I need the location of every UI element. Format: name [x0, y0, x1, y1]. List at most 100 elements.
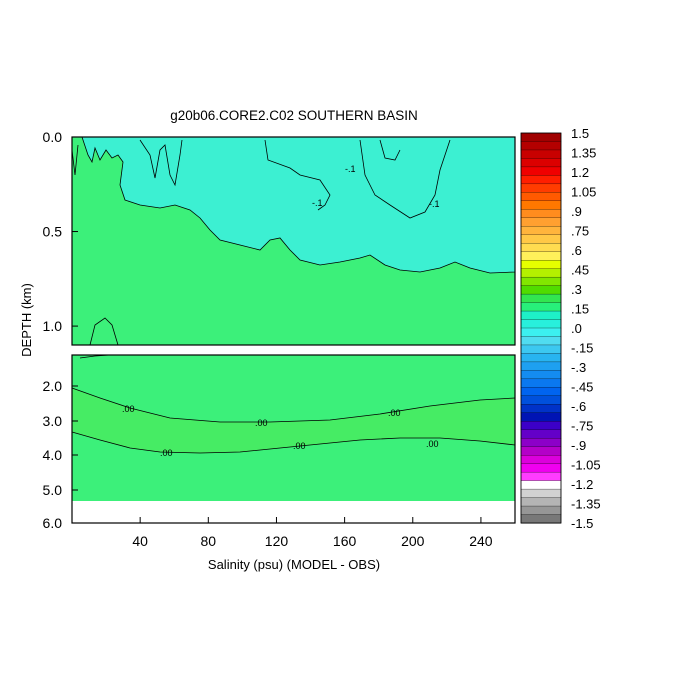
top-panel-contour-2 — [264, 139, 331, 211]
top-contour-label-1: -.1 — [345, 164, 356, 174]
colorbar-swatch — [520, 302, 562, 312]
colorbar-label: 1.05 — [571, 185, 596, 200]
bottom-contour-label-3: .00 — [388, 408, 401, 418]
colorbar-swatch — [520, 446, 562, 456]
colorbar-swatch — [520, 141, 562, 151]
colorbar-label: -.15 — [571, 341, 593, 356]
top-panel-contour-1 — [139, 139, 183, 187]
colorbar-swatch — [520, 387, 562, 397]
colorbar-label: -1.2 — [571, 477, 593, 492]
colorbar-label: .9 — [571, 204, 582, 219]
colorbar-frame — [520, 132, 562, 524]
colorbar-swatch — [520, 412, 562, 422]
colorbar-label: 1.2 — [571, 165, 589, 180]
y-tick-label: 0.5 — [43, 224, 63, 240]
colorbar-swatch — [520, 505, 562, 516]
y-tick-label: 1.0 — [43, 318, 63, 334]
colorbar-label: -.75 — [571, 419, 593, 434]
colorbar-label: .75 — [571, 224, 589, 239]
bottom-panel: .00 .00 .00 .00 .00 .00 — [71, 354, 516, 524]
colorbar-swatch — [520, 429, 562, 439]
colorbar-label: 1.5 — [571, 126, 589, 141]
colorbar-label: -1.35 — [571, 497, 601, 512]
colorbar-swatch — [520, 480, 562, 490]
bottom-panel-nodata — [72, 501, 515, 523]
colorbar-swatch — [520, 438, 562, 448]
top-panel-frame — [71, 136, 516, 346]
top-panel-contour-5 — [71, 144, 79, 176]
colorbar-label: 1.35 — [571, 146, 596, 161]
x-tick-label: 40 — [132, 533, 148, 549]
colorbar-swatch — [520, 455, 562, 465]
top-panel-contour-3 — [359, 139, 451, 219]
chart-title: g20b06.CORE2.C02 SOUTHERN BASIN — [170, 108, 418, 123]
colorbar-swatch — [520, 370, 562, 380]
y-axis-label: DEPTH (km) — [19, 283, 34, 357]
colorbar-label: .0 — [571, 321, 582, 336]
colorbar-swatch — [520, 293, 562, 304]
colorbar-swatch — [520, 421, 562, 431]
colorbar-swatch — [520, 395, 562, 405]
top-contour-label-3: -.1 — [429, 199, 440, 209]
bottom-contour-label-2: .00 — [255, 418, 268, 428]
top-contour-label-2: -.1 — [312, 198, 323, 208]
colorbar-swatch — [520, 344, 562, 354]
top-panel-contour-6 — [89, 317, 119, 346]
colorbar-swatch — [520, 514, 562, 524]
colorbar-swatch — [520, 260, 562, 270]
colorbar-swatch — [520, 285, 562, 295]
colorbar-swatch — [520, 471, 562, 482]
colorbar-swatch — [520, 217, 562, 227]
colorbar-swatch — [520, 234, 562, 244]
x-tick-label: 200 — [401, 533, 425, 549]
colorbar-label: .6 — [571, 243, 582, 258]
bottom-panel-upper-contour — [71, 387, 516, 423]
y-tick-label: 5.0 — [43, 482, 63, 498]
colorbar-swatch — [520, 183, 562, 193]
colorbar-swatch — [520, 209, 562, 219]
colorbar-label: -1.05 — [571, 458, 601, 473]
colorbar-swatch — [520, 166, 562, 176]
colorbar-label: -1.5 — [571, 516, 593, 531]
colorbar-swatch — [520, 243, 562, 253]
bottom-contour-label-5: .00 — [293, 441, 306, 451]
bottom-contour-label-6: .00 — [426, 439, 439, 449]
top-panel-contour-4 — [379, 139, 401, 161]
colorbar-label: -.9 — [571, 438, 586, 453]
colorbar-swatch — [520, 251, 562, 261]
colorbar-swatch — [520, 192, 562, 202]
colorbar-swatch — [520, 353, 562, 363]
y-tick-label: 6.0 — [43, 515, 63, 531]
colorbar-swatch — [520, 175, 562, 185]
colorbar-swatch — [520, 158, 562, 168]
colorbar-swatch — [520, 497, 562, 507]
y-tick-label: 0.0 — [43, 129, 63, 145]
colorbar-label: -.45 — [571, 380, 593, 395]
top-panel-negative-region — [81, 136, 516, 274]
colorbar-swatch — [520, 276, 562, 287]
x-tick-label: 160 — [333, 533, 357, 549]
colorbar-swatch — [520, 149, 562, 159]
axes: 40 80 120 160 200 240 0.0 0.5 1.0 2.0 3.0 4.0 5.0 6.0 — [43, 129, 493, 549]
colorbar-swatch — [520, 200, 562, 210]
colorbar-swatch — [520, 226, 562, 236]
colorbar-label: .45 — [571, 263, 589, 278]
bottom-panel-lower-contour — [71, 431, 516, 454]
bottom-contour-label-1: .00 — [122, 404, 135, 414]
y-tick-label: 2.0 — [43, 378, 63, 394]
y-tick-label: 3.0 — [43, 413, 63, 429]
colorbar-label: .3 — [571, 282, 582, 297]
colorbar-swatch — [520, 310, 562, 321]
colorbar-swatch — [520, 336, 562, 346]
colorbar-label: .15 — [571, 302, 589, 317]
colorbar-swatch — [520, 319, 562, 329]
bottom-panel-frame — [71, 354, 516, 524]
x-tick-label: 240 — [469, 533, 493, 549]
colorbar-label: -.3 — [571, 360, 586, 375]
colorbar-swatch — [520, 404, 562, 414]
colorbar-swatch — [520, 327, 562, 338]
x-tick-label: 120 — [265, 533, 289, 549]
y-tick-label: 4.0 — [43, 447, 63, 463]
bottom-contour-label-4: .00 — [160, 448, 173, 458]
